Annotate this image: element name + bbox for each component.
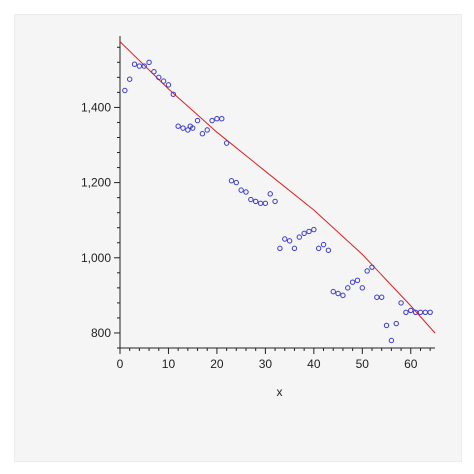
data-point [185,127,191,133]
data-point [403,309,409,315]
data-point [282,236,288,242]
fit-line-layer [119,41,436,334]
data-point [427,309,433,315]
data-point [136,63,143,69]
data-point [320,241,327,248]
data-point [301,230,307,237]
data-point [126,76,133,82]
data-point [252,198,259,205]
data-point [262,200,269,206]
data-point [286,238,293,244]
data-point [335,290,341,297]
data-point [189,125,196,131]
data-point [156,74,162,81]
data-point [393,320,399,327]
data-point [330,288,336,295]
data-point [170,91,177,97]
data-point [233,179,240,186]
fit-line [119,41,436,334]
data-point [291,245,298,252]
data-point [194,117,201,124]
data-point [219,115,225,122]
x-tick-label: 30 [259,357,273,371]
data-point [369,264,375,270]
data-point [325,247,332,253]
data-point [204,127,210,133]
x-tick-label: 50 [356,357,370,371]
points-layer [122,59,433,344]
data-point [378,294,385,300]
data-point [354,277,361,284]
data-point [349,279,356,285]
data-point [243,189,249,195]
data-point [311,226,317,233]
x-tick-label: 40 [307,357,321,371]
data-point [151,69,157,75]
data-point [345,285,351,291]
data-point [228,178,235,184]
data-point [165,82,172,88]
data-point [267,191,273,197]
data-point [315,245,322,252]
data-point [359,285,366,291]
x-axis-title: x [277,385,283,399]
data-point [417,309,424,315]
data-point [209,117,215,124]
data-point [272,198,278,205]
data-point [141,63,147,69]
x-tick-label: 10 [162,357,176,371]
data-point [238,187,244,193]
data-point [374,294,380,300]
data-point [175,123,181,129]
data-point [223,140,230,146]
data-point [398,300,404,306]
data-point [180,125,186,131]
data-point [160,78,167,84]
data-point [364,268,370,274]
data-point [257,200,264,206]
data-point [131,61,138,67]
data-point [146,59,152,66]
y-tick-label: 1,200 [81,176,111,190]
data-point [306,228,312,235]
axes [114,36,435,354]
data-point [408,307,414,314]
x-tick-label: 0 [117,357,124,371]
data-point [383,322,390,329]
data-point [388,337,395,344]
data-point [199,131,206,137]
data-point [214,115,220,122]
labels-layer: 800 1,000 1,200 1,400 0 10 20 30 40 50 60 x [81,100,418,399]
x-tick-label: 20 [210,357,224,371]
y-tick-label: 1,000 [81,251,111,265]
chart-frame [14,14,462,462]
x-tick-label: 60 [404,357,418,371]
data-point [248,196,254,203]
data-point [422,309,429,315]
y-tick-label: 1,400 [81,100,111,114]
data-point [122,87,128,94]
y-tick-label: 800 [91,326,111,340]
data-point [296,234,303,240]
data-point [340,292,346,299]
data-point [277,245,283,252]
